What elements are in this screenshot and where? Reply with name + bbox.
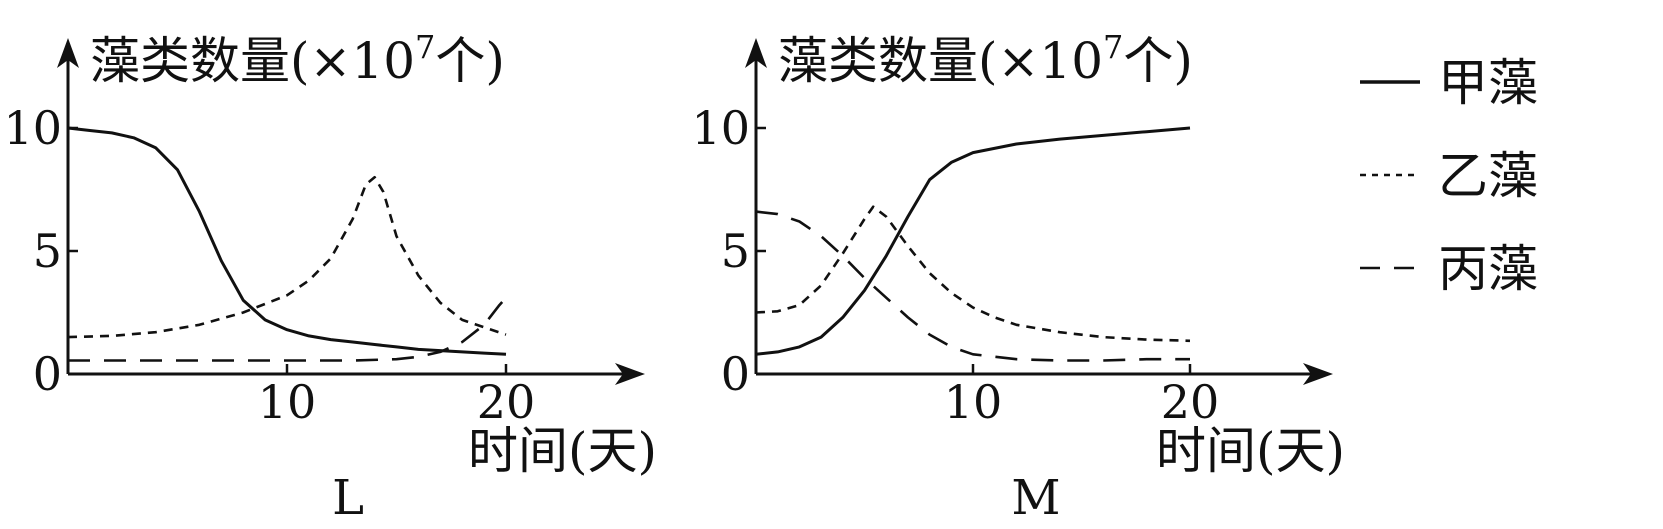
legend-label-3: 丙藻 — [1438, 240, 1538, 298]
y-axis-label: 藻类数量(×107个) — [90, 28, 505, 90]
y-axis-arrow — [745, 38, 767, 68]
panel-label: M — [1011, 470, 1060, 526]
x-tick-label: 10 — [258, 375, 317, 429]
legend-label-1: 甲藻 — [1438, 54, 1538, 112]
y-tick-label: 10 — [691, 101, 750, 155]
series-line-1 — [67, 126, 507, 356]
y-tick-label: 5 — [33, 224, 62, 278]
y-axis-label-unit: 个) — [435, 32, 505, 90]
y-tick-label: 0 — [33, 347, 62, 401]
y-tick-label: 10 — [3, 101, 62, 155]
x-axis-arrow — [1303, 363, 1333, 385]
series-line-3 — [68, 296, 507, 362]
x-axis-label: 时间(天) — [1156, 422, 1345, 480]
chart-panel-m: 0 5 10 10 20 藻类数量(×107个) 时间(天) M — [691, 28, 1345, 526]
y-tick-label: 5 — [721, 224, 750, 278]
x-tick-label: 20 — [1161, 375, 1220, 429]
series-line-1 — [755, 126, 1191, 356]
y-tick-label: 0 — [721, 347, 750, 401]
x-axis-label: 时间(天) — [468, 422, 657, 480]
x-tick-label: 20 — [477, 375, 536, 429]
y-axis-arrow — [57, 38, 79, 68]
y-axis-label-unit: 个) — [1123, 32, 1193, 90]
chart-panel-l: 0 5 10 10 20 藻类数量(×107个) 时间(天) L — [3, 28, 657, 526]
y-axis-label-text: 藻类数量(×10 — [90, 32, 415, 90]
x-tick-label: 10 — [944, 375, 1003, 429]
panel-label: L — [332, 470, 364, 526]
y-axis-label-exponent: 7 — [415, 28, 435, 66]
x-axis-arrow — [615, 363, 645, 385]
legend-label-2: 乙藻 — [1438, 147, 1538, 205]
y-axis-label: 藻类数量(×107个) — [778, 28, 1193, 90]
series-line-3 — [755, 210, 1190, 362]
series-line-2 — [755, 205, 1191, 343]
series-line-2 — [67, 175, 507, 339]
y-axis-label-text: 藻类数量(×10 — [778, 32, 1103, 90]
y-axis-label-exponent: 7 — [1103, 28, 1123, 66]
